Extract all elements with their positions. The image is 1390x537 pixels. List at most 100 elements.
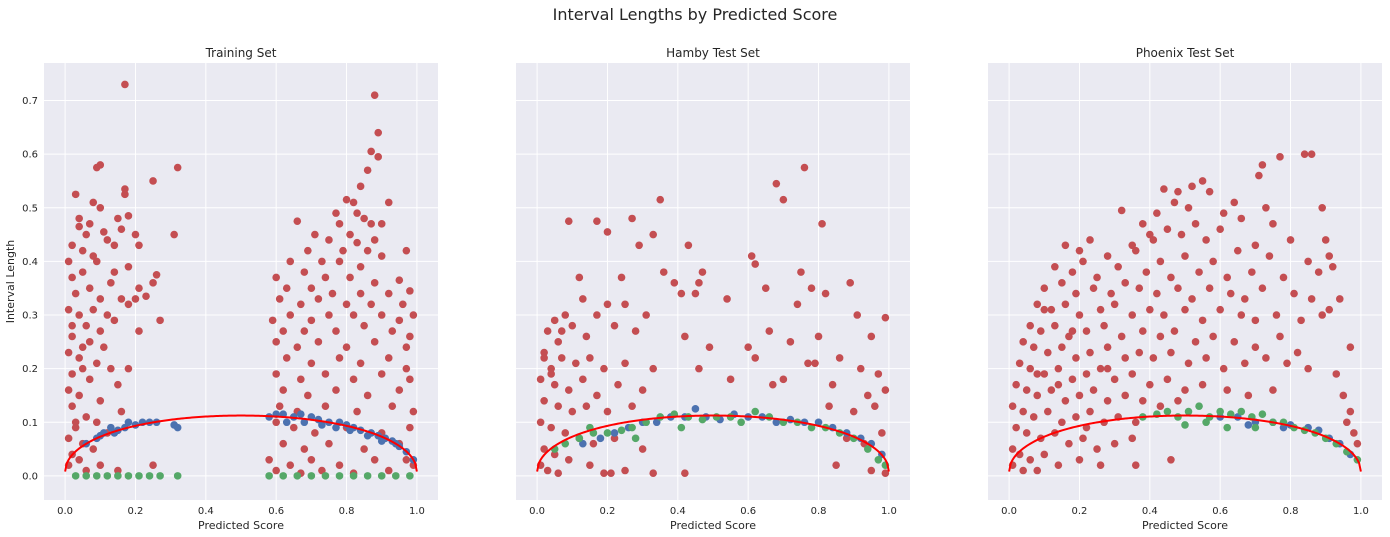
- scatter-point: [547, 370, 555, 378]
- scatter-points: [64, 80, 418, 480]
- scatter-point: [617, 426, 626, 435]
- scatter-point: [1089, 284, 1098, 293]
- scatter-point: [293, 472, 302, 480]
- scatter-point: [1128, 434, 1137, 443]
- scatter-point: [384, 289, 393, 298]
- scatter-point: [614, 380, 622, 389]
- scatter-point: [543, 466, 552, 475]
- scatter-point: [68, 241, 76, 250]
- scatter-point: [871, 402, 879, 410]
- scatter-point: [121, 190, 129, 199]
- scatter-point: [360, 321, 368, 330]
- scatter-point: [406, 423, 414, 432]
- scatter-point: [1040, 284, 1049, 293]
- scatter-point: [586, 461, 594, 469]
- scatter-point: [677, 423, 686, 432]
- scatter-point: [75, 214, 83, 223]
- scatter-point: [1012, 380, 1020, 389]
- scatter-point: [377, 370, 386, 378]
- scatter-point: [170, 230, 178, 239]
- scatter-point: [377, 437, 386, 445]
- scatter-point: [286, 311, 295, 319]
- scatter-point: [265, 472, 273, 480]
- scatter-point: [85, 375, 94, 384]
- scatter-point: [649, 469, 657, 477]
- panel-2: 0.0 0.2 0.4 0.6 0.8 1.0 Hamby Test Set Predicte…: [516, 46, 910, 532]
- scatter-point: [1314, 268, 1323, 276]
- scatter-point: [395, 316, 404, 325]
- scatter-point: [1153, 289, 1161, 298]
- scatter-point: [1237, 311, 1246, 319]
- scatter-point: [114, 466, 122, 475]
- scatter-point: [149, 177, 157, 185]
- scatter-point: [100, 343, 108, 351]
- scatter-point: [1044, 348, 1052, 357]
- scatter-point: [103, 472, 112, 480]
- scatter-point: [1170, 327, 1179, 335]
- scatter-point: [593, 391, 601, 400]
- scatter-point: [849, 407, 858, 416]
- x-tick-label: 0.4: [670, 506, 686, 517]
- y-tick-label: 0.6: [22, 150, 38, 161]
- scatter-point: [1086, 236, 1094, 244]
- scatter-point: [1262, 354, 1270, 362]
- scatter-point: [804, 359, 812, 368]
- scatter-point: [550, 316, 559, 325]
- scatter-point: [71, 472, 80, 480]
- scatter-point: [1103, 252, 1112, 260]
- scatter-point: [1146, 305, 1154, 314]
- scatter-point: [1170, 198, 1179, 207]
- scatter-point: [1265, 252, 1274, 260]
- scatter-point: [339, 246, 347, 255]
- scatter-point: [268, 316, 277, 325]
- scatter-point: [681, 469, 689, 477]
- scatter-point: [1093, 273, 1101, 282]
- scatter-point: [1251, 316, 1260, 325]
- figure-title: Interval Lengths by Predicted Score: [553, 5, 838, 24]
- scatter-point: [363, 246, 372, 255]
- scatter-point: [684, 241, 693, 250]
- scatter-point: [579, 375, 587, 384]
- scatter-point: [1058, 343, 1066, 351]
- scatter-point: [332, 327, 340, 335]
- scatter-point: [1272, 311, 1281, 319]
- scatter-point: [659, 268, 668, 276]
- scatter-point: [64, 386, 73, 394]
- scatter-point: [100, 228, 108, 236]
- scatter-point: [1015, 359, 1024, 368]
- scatter-point: [635, 241, 643, 250]
- scatter-point: [670, 279, 679, 287]
- scatter-point: [1058, 279, 1066, 287]
- scatter-point: [1233, 246, 1242, 255]
- scatter-point: [1128, 241, 1137, 250]
- scatter-point: [346, 273, 354, 282]
- scatter-point: [779, 195, 788, 204]
- scatter-point: [1072, 354, 1080, 362]
- scatter-point: [1138, 397, 1147, 405]
- x-tick-label: 0.8: [339, 506, 355, 517]
- scatter-point: [543, 327, 552, 335]
- scatter-point: [395, 386, 404, 394]
- scatter-point: [846, 279, 854, 287]
- scatter-point: [1300, 150, 1309, 158]
- scatter-point: [131, 230, 140, 239]
- scatter-point: [286, 257, 295, 266]
- scatter-point: [1188, 295, 1196, 303]
- scatter-point: [409, 407, 418, 416]
- scatter-point: [335, 220, 344, 228]
- scatter-point: [1216, 407, 1224, 416]
- scatter-point: [71, 289, 80, 298]
- scatter-point: [550, 380, 559, 389]
- scatter-point: [342, 195, 351, 204]
- scatter-point: [881, 313, 890, 322]
- scatter-point: [85, 284, 94, 293]
- scatter-point: [1082, 370, 1091, 378]
- scatter-point: [275, 402, 284, 410]
- scatter-point: [289, 423, 298, 432]
- scatter-point: [751, 354, 760, 362]
- scatter-point: [311, 230, 319, 239]
- scatter-point: [1047, 386, 1056, 394]
- scatter-point: [173, 423, 182, 432]
- scatter-point: [1258, 284, 1267, 293]
- scatter-point: [628, 423, 636, 432]
